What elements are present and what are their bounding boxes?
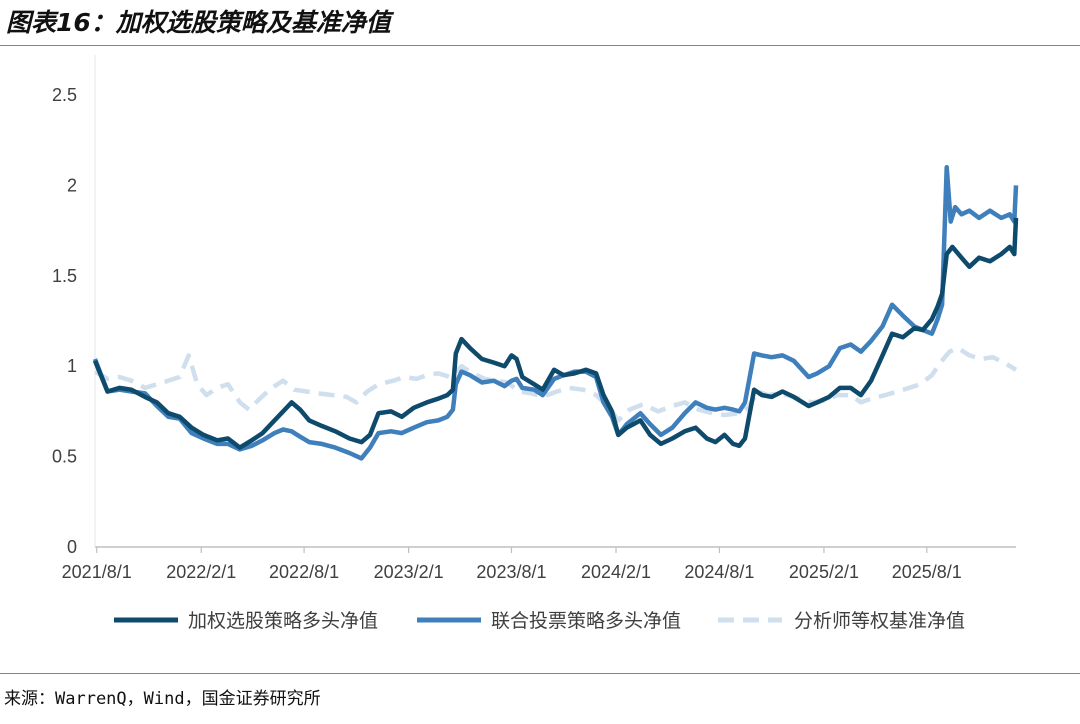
top-divider bbox=[0, 45, 1080, 46]
bottom-divider bbox=[0, 673, 1080, 674]
y-tick-label: 0 bbox=[67, 537, 77, 557]
x-tick-label: 2022/2/1 bbox=[166, 562, 236, 582]
y-tick-label: 0.5 bbox=[52, 447, 77, 467]
source-note: 来源：WarrenQ，Wind，国金证券研究所 bbox=[4, 689, 321, 709]
x-tick-label: 2021/8/1 bbox=[62, 562, 132, 582]
legend-label: 加权选股策略多头净值 bbox=[188, 610, 378, 632]
y-tick-label: 1 bbox=[67, 356, 77, 376]
line-chart: 0 0.5 1 1.5 2 2.5 2021/8/1 2022/2/1 2022/8/1 2023… bbox=[52, 55, 1019, 632]
legend-label: 联合投票策略多头净值 bbox=[491, 610, 681, 632]
series-line-3 bbox=[93, 345, 1018, 423]
y-tick-label: 1.5 bbox=[52, 266, 77, 286]
x-tick-label: 2025/2/1 bbox=[789, 562, 859, 582]
x-tick-label: 2023/2/1 bbox=[374, 562, 444, 582]
x-tick-label: 2024/8/1 bbox=[684, 562, 754, 582]
series-line-2 bbox=[92, 165, 1019, 461]
x-tick-label: 2023/8/1 bbox=[476, 562, 546, 582]
y-tick-label: 2 bbox=[67, 175, 77, 195]
series-line-1 bbox=[92, 217, 1019, 450]
x-tick-label: 2022/8/1 bbox=[269, 562, 339, 582]
x-tick-label: 2024/2/1 bbox=[581, 562, 651, 582]
chart-title: 图表16：加权选股策略及基准净值 bbox=[6, 8, 391, 37]
x-tick-label: 2025/8/1 bbox=[892, 562, 962, 582]
y-tick-label: 2.5 bbox=[52, 85, 77, 105]
legend-label: 分析师等权基准净值 bbox=[794, 610, 965, 632]
